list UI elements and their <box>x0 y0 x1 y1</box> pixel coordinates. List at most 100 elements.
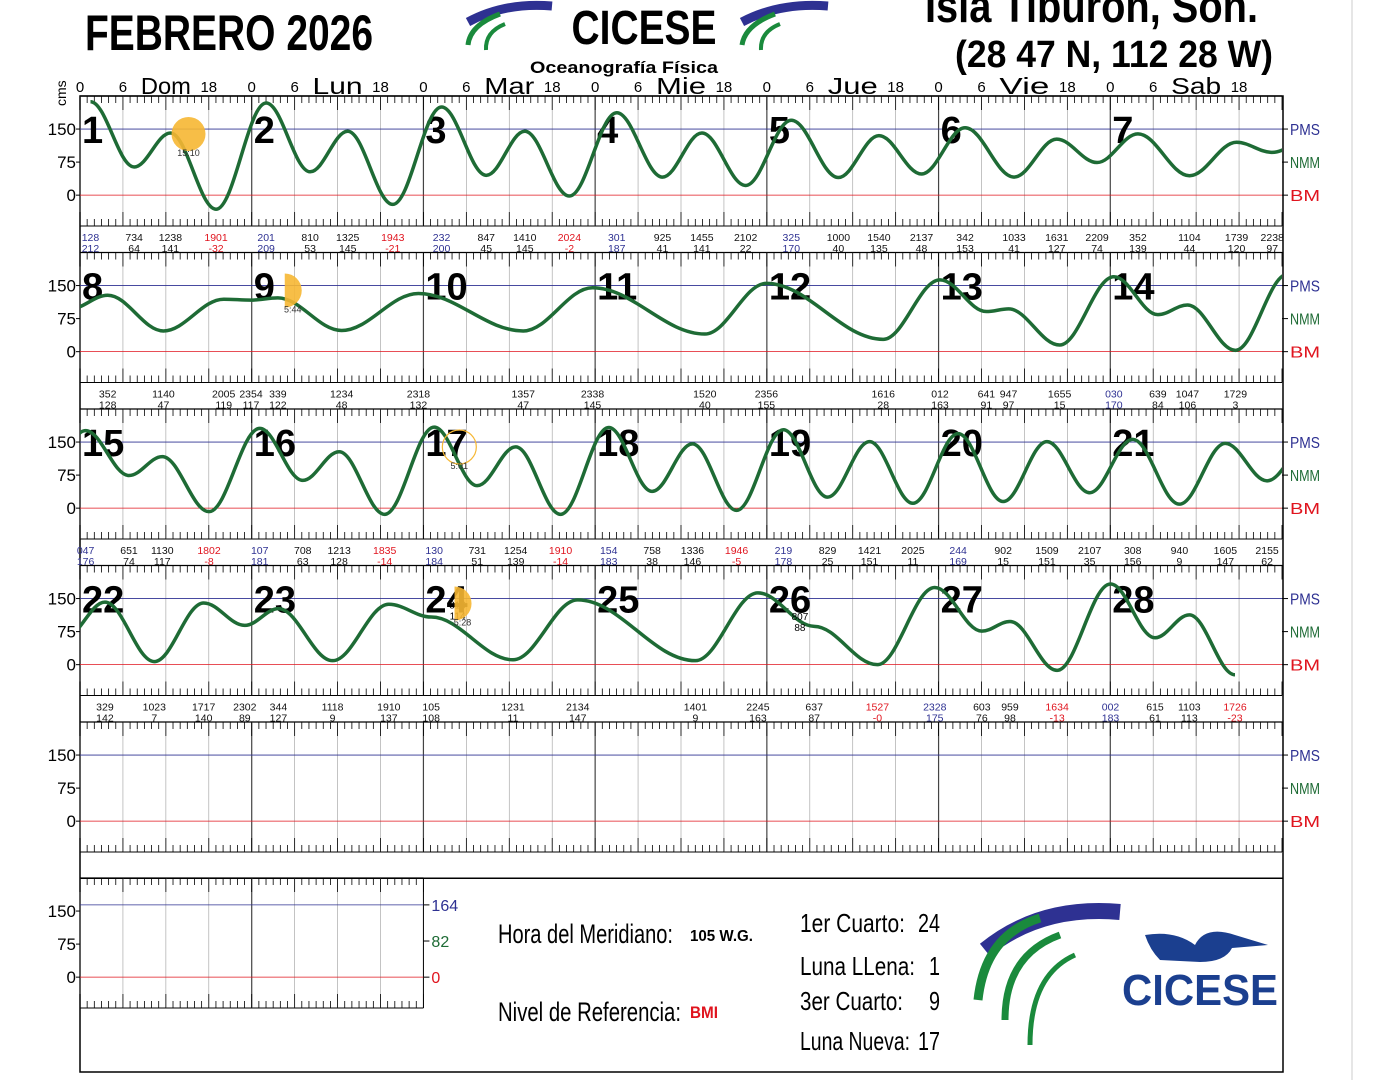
extreme-time: 615 <box>1146 702 1164 714</box>
tide-curve <box>89 99 1282 212</box>
extreme-height: 61 <box>1149 713 1161 725</box>
extreme-time: 154 <box>600 545 618 557</box>
extreme-time: 2328 <box>923 702 947 714</box>
extreme-time: 1254 <box>504 545 528 557</box>
extreme-time: 1634 <box>1045 702 1069 714</box>
level-label: BM <box>1290 188 1320 205</box>
extreme-time: 1234 <box>330 389 354 401</box>
y-tick-label: 150 <box>48 433 76 452</box>
extreme-height: -2 <box>565 243 574 255</box>
logo-swoosh <box>739 0 829 27</box>
y-tick-label: 75 <box>57 935 76 954</box>
extreme-time: 1023 <box>143 702 167 714</box>
hour-label: 0 <box>763 79 771 96</box>
day-number: 1 <box>82 110 103 152</box>
extreme-time: 2025 <box>901 545 925 557</box>
legend-level-value: 164 <box>431 898 458 915</box>
tide-curve <box>80 582 1236 677</box>
extreme-time: 244 <box>949 545 967 557</box>
extreme-height: 127 <box>270 713 288 725</box>
extreme-height: -5 <box>732 556 741 568</box>
extreme-time: 641 <box>978 389 996 401</box>
extreme-time: 1213 <box>327 545 351 557</box>
hour-label: 6 <box>806 79 814 96</box>
extreme-time: 030 <box>1105 389 1123 401</box>
extreme-height: 212 <box>82 243 100 255</box>
hour-ticks <box>79 96 1283 226</box>
extreme-height: 76 <box>976 713 988 725</box>
hour-label: 6 <box>634 79 642 96</box>
hour-label: 6 <box>119 79 127 96</box>
y-tick-label: 150 <box>48 277 76 296</box>
level-label: BM <box>1290 658 1320 675</box>
hour-label: 18 <box>544 79 561 96</box>
extreme-time: 2137 <box>910 232 934 244</box>
extreme-time: 1421 <box>858 545 882 557</box>
extreme-time: 1631 <box>1045 232 1069 244</box>
extreme-time: 940 <box>1171 545 1189 557</box>
extreme-time: 1455 <box>690 232 714 244</box>
day-number: 9 <box>254 267 275 309</box>
level-label: PMS <box>1290 592 1320 609</box>
day-name: Jue <box>828 73 878 99</box>
extreme-time: 2354 <box>239 389 263 401</box>
hour-label: 0 <box>1106 79 1114 96</box>
extreme-height: 53 <box>304 243 316 255</box>
extreme-time: 2238 <box>1261 232 1285 244</box>
extreme-time: 301 <box>608 232 626 244</box>
phase-day: 24 <box>918 908 940 938</box>
extreme-time: 1910 <box>549 545 573 557</box>
y-tick-label: 0 <box>67 812 76 831</box>
level-label: BM <box>1290 345 1320 362</box>
extreme-time: 344 <box>270 702 288 714</box>
extreme-height: 35 <box>1084 556 1096 568</box>
level-label: BM <box>1290 814 1320 831</box>
extreme-time: 352 <box>1129 232 1147 244</box>
extreme-time: 1104 <box>1178 232 1201 244</box>
extreme-height: 62 <box>1261 556 1273 568</box>
extreme-height: 47 <box>158 400 170 412</box>
extreme-time: 1238 <box>159 232 183 244</box>
y-tick-label: 0 <box>67 343 76 362</box>
extreme-height: 9 <box>693 713 699 725</box>
extreme-time: 232 <box>433 232 451 244</box>
extreme-height: 127 <box>1048 243 1066 255</box>
hour-ticks <box>79 722 1283 852</box>
extreme-time: 2134 <box>566 702 590 714</box>
extreme-height: 38 <box>646 556 658 568</box>
extreme-time: 107 <box>251 545 269 557</box>
extreme-time: 1520 <box>693 389 717 401</box>
extreme-height: -14 <box>553 556 568 568</box>
phase-label: 1er Cuarto: <box>800 908 905 938</box>
extreme-height: 146 <box>684 556 702 568</box>
y-tick-label: 0 <box>67 968 76 987</box>
extreme-height: 170 <box>783 243 801 255</box>
extreme-time: 1357 <box>512 389 536 401</box>
y-tick-label: 75 <box>57 310 76 329</box>
extreme-height: 117 <box>243 400 260 412</box>
extreme-time: 1103 <box>1178 702 1201 714</box>
extreme-time: 902 <box>994 545 1012 557</box>
extreme-height: -8 <box>204 556 213 568</box>
extreme-time: 1527 <box>866 702 890 714</box>
extreme-time: 1033 <box>1002 232 1026 244</box>
extreme-height: 51 <box>471 556 483 568</box>
extreme-time: 2338 <box>581 389 605 401</box>
extreme-height: 145 <box>339 243 357 255</box>
hour-label: 0 <box>248 79 256 96</box>
extreme-height: 40 <box>699 400 711 412</box>
logo-text: CICESE <box>1122 966 1278 1015</box>
extreme-height: 170 <box>1105 400 1123 412</box>
extreme-height: 9 <box>1177 556 1183 568</box>
extreme-height: 91 <box>981 400 993 412</box>
extreme-height: 169 <box>949 556 967 568</box>
day-name: Mie <box>656 73 706 99</box>
extreme-height: 98 <box>1004 713 1016 725</box>
day-number: 14 <box>1112 267 1154 309</box>
extreme-time: 047 <box>77 545 95 557</box>
extreme-time: 1000 <box>827 232 851 244</box>
meridian-label: Hora del Meridiano: <box>498 919 673 949</box>
extreme-time: 2155 <box>1255 545 1279 557</box>
moon-new <box>441 429 477 465</box>
